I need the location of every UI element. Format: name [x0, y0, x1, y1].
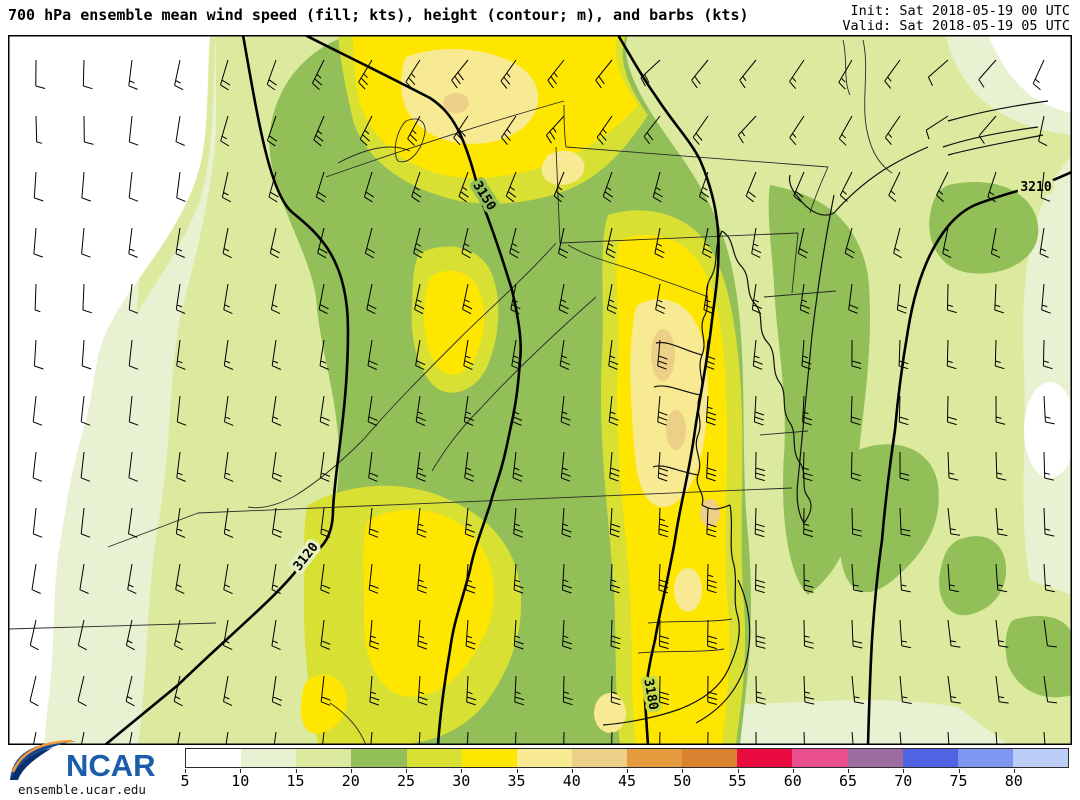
contour-3150 [303, 35, 523, 745]
colorbar-tick [792, 769, 794, 773]
colorbar-label: 65 [838, 772, 858, 790]
colorbar-segment [186, 749, 242, 767]
colorbar-label: 35 [507, 772, 526, 790]
colorbar-tick [1013, 769, 1015, 773]
colorbar-tick [737, 769, 739, 773]
colorbar-tick [240, 769, 242, 773]
colorbar-tick [682, 769, 684, 773]
colorbar-segment [682, 749, 738, 767]
wind-speed-fill-layer [8, 35, 1072, 745]
contour-3180 [616, 35, 720, 745]
contour-label-3210: 3210 [1020, 180, 1051, 195]
colorbar-label: 45 [617, 772, 637, 790]
ncar-logo: NCAR [10, 739, 156, 783]
colorbar-segment [902, 749, 958, 767]
colorbar-segment [296, 749, 352, 767]
map-title: 700 hPa ensemble mean wind speed (fill; … [8, 6, 749, 24]
colorbar-tick [350, 769, 352, 773]
colorbar-tick [958, 769, 960, 773]
colorbar-label: 20 [341, 772, 360, 790]
colorbar-label: 80 [1004, 772, 1023, 790]
map-frame [8, 35, 1072, 745]
colorbar-segment [571, 749, 627, 767]
colorbar-segment [1012, 749, 1068, 767]
colorbar-tick [406, 769, 407, 773]
weather-map: 3120 3150 3180 3210 [8, 35, 1072, 745]
valid-time: Valid: Sat 2018-05-19 05 UTC [842, 18, 1070, 34]
colorbar-segment [241, 749, 297, 767]
colorbar-tick [516, 769, 518, 773]
colorbar-segment [461, 749, 517, 767]
colorbar-segment [516, 749, 572, 767]
colorbar-label: 60 [783, 772, 802, 790]
colorbar-label: 55 [728, 772, 747, 790]
colorbar-label: 25 [396, 772, 416, 790]
colorbar-label: 30 [452, 772, 471, 790]
ncar-swoosh-icon [10, 739, 76, 780]
colorbar-label: 70 [894, 772, 913, 790]
map-canvas: 3120 3150 3180 3210 [8, 35, 1072, 745]
colorbar-segment [847, 749, 903, 767]
wind-barb-layer [29, 59, 1058, 745]
colorbar-segment [792, 749, 848, 767]
colorbar-segment [351, 749, 407, 767]
brand-text: NCAR [66, 748, 156, 783]
colorbar-label: 15 [286, 772, 305, 790]
colorbar-tick [461, 769, 463, 773]
colorbar-label: 40 [562, 772, 581, 790]
colorbar-tick [627, 769, 628, 773]
colorbar-segment [406, 749, 462, 767]
wind-barbs [29, 59, 1058, 745]
colorbar-label: 50 [673, 772, 692, 790]
colorbar-tick [848, 769, 849, 773]
site-url: ensemble.ucar.edu [18, 782, 146, 797]
colorbar-label: 5 [180, 772, 190, 790]
contour-3120 [103, 35, 350, 745]
colorbar-tick [903, 769, 905, 773]
colorbar [185, 748, 1069, 768]
colorbar-segment [957, 749, 1013, 767]
colorbar-label: 10 [231, 772, 250, 790]
colorbar-segment [737, 749, 793, 767]
init-time: Init: Sat 2018-05-19 00 UTC [850, 3, 1070, 19]
model-times: Init: Sat 2018-05-19 00 UTC Valid: Sat 2… [842, 4, 1070, 34]
colorbar-label: 75 [949, 772, 968, 790]
coastline-layer [602, 100, 1049, 726]
colorbar-tick [295, 769, 297, 773]
colorbar-segment [627, 749, 683, 767]
colorbar-tick [185, 769, 186, 773]
state-borders-layer [8, 39, 893, 745]
colorbar-tick [571, 769, 573, 773]
